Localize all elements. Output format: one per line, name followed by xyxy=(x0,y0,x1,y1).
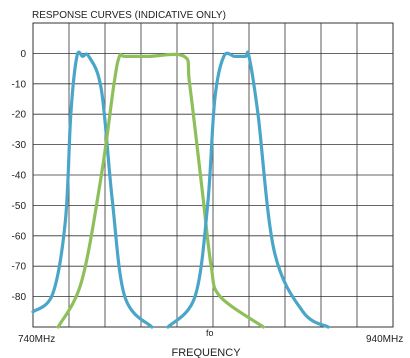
y-tick-label: -80 xyxy=(12,292,27,303)
y-tick-label: 0 xyxy=(20,49,26,60)
y-tick-labels: 0 -10 -20 -30 -40 -50 -60 -70 -80 xyxy=(12,49,27,303)
x-tick-label-center: fo xyxy=(206,328,214,338)
y-tick-label: -20 xyxy=(12,110,27,121)
y-tick-label: -50 xyxy=(12,201,27,212)
y-tick-label: -30 xyxy=(12,140,27,151)
series-line-2 xyxy=(56,52,265,329)
y-tick-label: -60 xyxy=(12,231,27,242)
x-tick-label-start: 740MHz xyxy=(18,334,55,345)
series-line-3 xyxy=(166,50,330,329)
y-tick-label: -70 xyxy=(12,262,27,273)
series-line-1 xyxy=(31,50,154,329)
chart-title: RESPONSE CURVES (INDICATIVE ONLY) xyxy=(32,10,226,21)
y-tick-label: -10 xyxy=(12,79,27,90)
series-group xyxy=(31,50,330,329)
x-axis-label: FREQUENCY xyxy=(171,347,241,358)
x-tick-label-end: 940MHz xyxy=(366,334,403,345)
y-tick-label: -40 xyxy=(12,171,27,182)
